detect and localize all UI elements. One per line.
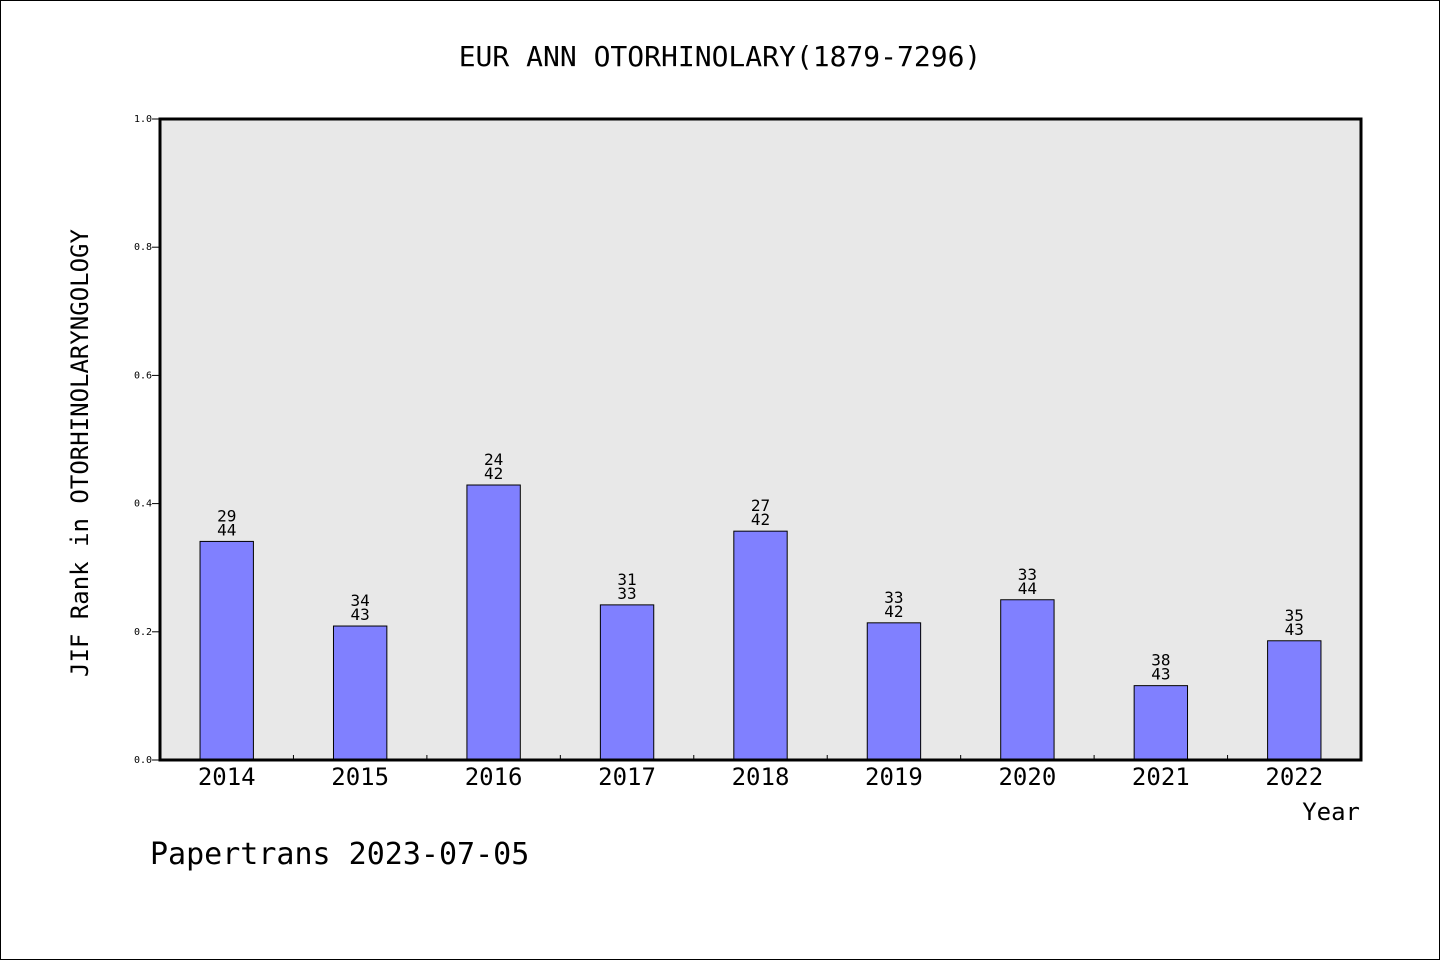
x-tick-label: 2014	[198, 763, 256, 791]
y-tick-label: 0.6	[134, 370, 152, 381]
bar-rank-label: 34	[351, 591, 370, 610]
bar-total-label: 43	[351, 605, 370, 624]
y-axis-ticks: 0.0 0.2 0.4 0.6 0.8 1.0	[134, 114, 160, 766]
bar-total-label: 42	[484, 464, 503, 483]
x-axis-label: Year	[1302, 798, 1360, 826]
bar-2016	[466, 484, 521, 761]
chart-title: EUR ANN OTORHINOLARY(1879-7296)	[459, 40, 982, 73]
bar-rank-label: 35	[1285, 606, 1304, 625]
bars-group	[199, 484, 1322, 761]
bar-total-label: 42	[884, 602, 903, 621]
x-axis-tick-labels: 2014 2015 2016 2017 2018 2019 2020 2021 2022	[198, 763, 1323, 791]
bar-rank-label: 33	[884, 588, 903, 607]
bar-total-label: 42	[751, 510, 770, 529]
footer-credit: Papertrans 2023-07-05	[150, 837, 529, 872]
bar-total-label: 43	[1285, 620, 1304, 639]
x-tick-label: 2020	[998, 763, 1056, 791]
bar-rank-label: 31	[617, 570, 636, 589]
x-tick-label: 2016	[465, 763, 523, 791]
bar-2018	[733, 530, 788, 761]
y-tick-label: 1.0	[134, 114, 152, 125]
bar-rank-label: 27	[751, 496, 770, 515]
y-tick-label: 0.2	[134, 627, 152, 638]
y-axis-label: JIF Rank in OTORHINOLARYNGOLOGY	[66, 228, 94, 676]
x-tick-label: 2015	[331, 763, 389, 791]
bar-rank-label: 29	[217, 506, 236, 525]
bar-total-label: 33	[617, 584, 636, 603]
x-tick-label: 2018	[732, 763, 790, 791]
bar-2021	[1133, 685, 1189, 761]
plot-border	[158, 117, 1363, 762]
x-tick-label: 2017	[598, 763, 656, 791]
bar-2020	[1000, 599, 1055, 761]
x-tick-label: 2022	[1265, 763, 1323, 791]
bar-rank-label: 38	[1151, 651, 1170, 670]
y-tick-label: 0.8	[134, 242, 152, 253]
bar-total-label: 44	[217, 520, 236, 539]
bar-2019	[866, 622, 922, 761]
bar-2014	[199, 540, 254, 761]
y-tick-label: 0.4	[134, 499, 152, 510]
bar-2022	[1267, 640, 1322, 761]
bar-total-label: 44	[1018, 579, 1037, 598]
bar-2017	[599, 604, 655, 761]
bar-rank-label: 33	[1018, 565, 1037, 584]
y-tick-label: 0.0	[134, 755, 152, 766]
bar-total-label: 43	[1151, 665, 1170, 684]
x-tick-label: 2021	[1132, 763, 1190, 791]
bar-2015	[332, 625, 388, 761]
x-tick-label: 2019	[865, 763, 923, 791]
bar-rank-label: 24	[484, 450, 503, 469]
